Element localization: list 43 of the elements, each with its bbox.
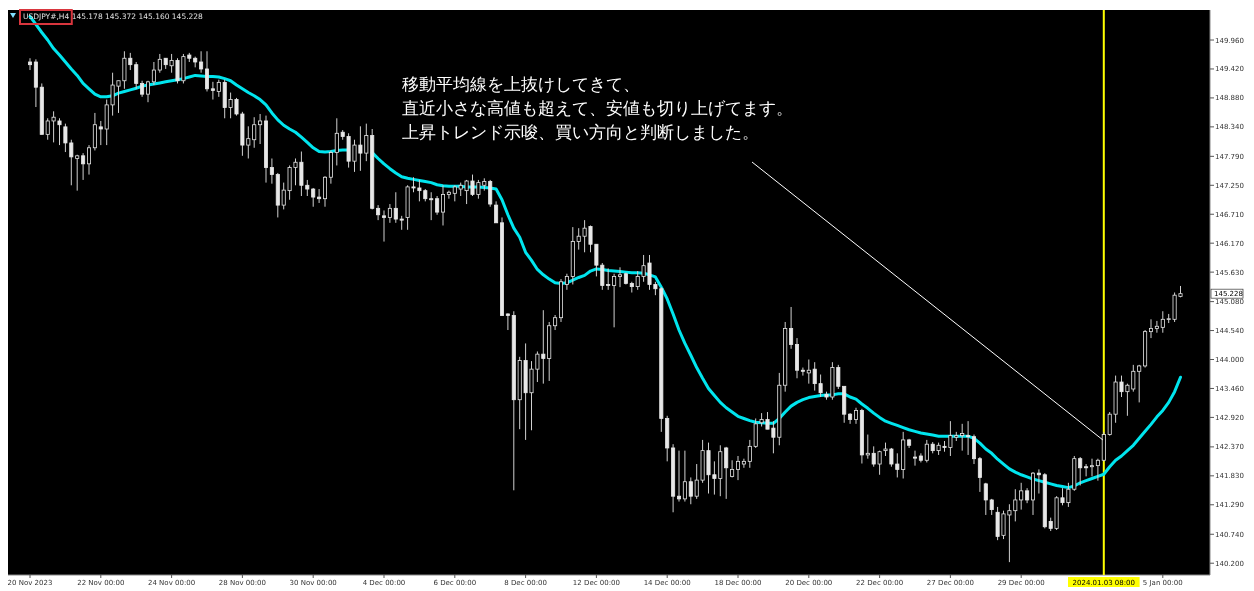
candlestick — [382, 209, 386, 243]
candlestick — [800, 367, 805, 377]
candlestick — [736, 455, 740, 481]
annotation: 上昇トレンド示唆、買い方向と判断しました。 — [402, 122, 759, 142]
candlestick — [151, 61, 156, 86]
candlestick — [81, 152, 86, 181]
candlestick — [789, 306, 794, 350]
candlestick — [1149, 318, 1153, 339]
candlestick — [1084, 463, 1089, 477]
candlestick — [446, 190, 451, 200]
candlestick — [741, 458, 746, 469]
candlestick — [612, 273, 617, 328]
candlestick — [966, 420, 971, 456]
candlestick — [1036, 468, 1041, 495]
candlestick — [205, 50, 209, 92]
candlestick — [210, 81, 215, 101]
candlestick — [913, 450, 917, 467]
candlestick — [848, 412, 853, 425]
candlestick — [677, 450, 681, 503]
candlestick — [1154, 320, 1159, 334]
annotation: 移動平均線を上抜けしてきて、 — [402, 74, 640, 94]
candlestick — [730, 459, 735, 478]
candlestick — [435, 195, 440, 216]
candlestick — [618, 266, 622, 288]
candlestick — [199, 50, 204, 74]
candlestick — [1095, 458, 1100, 482]
candlestick — [505, 312, 510, 331]
candlestick — [387, 203, 392, 224]
annotation: 直近小さな高値も超えて、安値も切り上げてます。 — [402, 98, 793, 118]
candlestick — [269, 157, 274, 185]
candlestick — [87, 144, 91, 176]
candlestick — [972, 434, 976, 465]
candlestick — [323, 175, 327, 208]
candlestick — [441, 184, 445, 226]
candlestick — [376, 204, 381, 221]
candlestick — [317, 188, 322, 204]
candlestick — [92, 112, 97, 151]
candlestick — [258, 113, 263, 145]
candlestick — [977, 456, 982, 493]
candlestick — [494, 200, 499, 224]
candlestick — [28, 57, 32, 71]
candlestick — [682, 450, 687, 503]
candlestick — [1090, 458, 1094, 477]
